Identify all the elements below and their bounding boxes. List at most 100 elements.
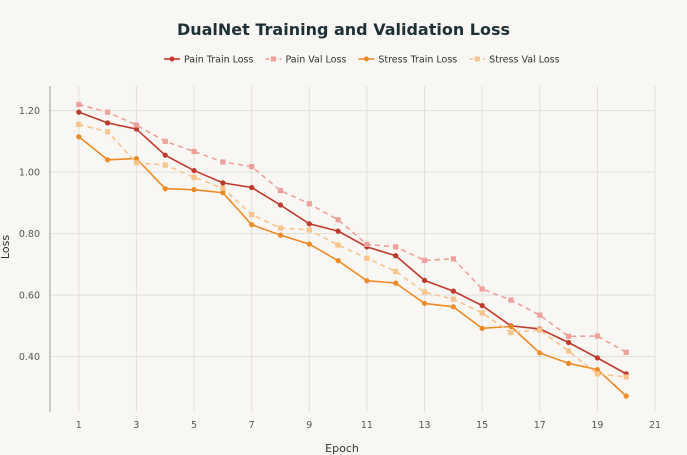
data-point[interactable] <box>277 187 284 194</box>
x-tick-label: 17 <box>534 420 546 431</box>
data-point[interactable] <box>76 109 82 115</box>
series-line <box>78 123 627 378</box>
axes: 1 3 5 7 9 11 13 15 17 19 210.400.600.801.001.20 <box>19 86 661 431</box>
data-point[interactable] <box>479 325 485 331</box>
data-point[interactable] <box>162 186 168 192</box>
data-point[interactable] <box>393 268 399 275</box>
data-point[interactable] <box>393 280 399 286</box>
data-point[interactable] <box>277 225 284 231</box>
data-point[interactable] <box>623 349 629 355</box>
data-point[interactable] <box>565 348 572 354</box>
data-point[interactable] <box>565 339 572 346</box>
data-point[interactable] <box>335 228 341 234</box>
legend-label: Pain Train Loss <box>184 55 254 66</box>
legend-item[interactable]: Stress Val Loss <box>469 55 560 66</box>
data-point[interactable] <box>450 296 456 302</box>
data-point[interactable] <box>191 187 197 193</box>
data-point[interactable] <box>479 286 485 292</box>
data-point[interactable] <box>565 333 572 339</box>
legend-item[interactable]: Pain Train Loss <box>164 55 254 66</box>
x-tick-label: 3 <box>133 420 139 431</box>
data-point[interactable] <box>479 302 485 309</box>
data-point[interactable] <box>76 134 82 140</box>
data-point[interactable] <box>133 122 140 128</box>
data-point[interactable] <box>421 300 428 307</box>
data-point[interactable] <box>421 277 428 283</box>
x-tick-label: 21 <box>649 420 661 431</box>
legend-item[interactable]: Stress Train Loss <box>358 55 457 66</box>
series-line <box>78 136 627 397</box>
data-point[interactable] <box>277 202 284 208</box>
series-line <box>78 111 627 375</box>
data-point[interactable] <box>249 184 255 191</box>
data-point[interactable] <box>76 121 82 128</box>
data-point[interactable] <box>594 355 600 361</box>
data-point[interactable] <box>364 278 370 284</box>
data-point[interactable] <box>594 333 600 339</box>
data-point[interactable] <box>393 253 399 259</box>
y-tick-label: 1.20 <box>19 106 40 117</box>
data-point[interactable] <box>162 152 168 158</box>
data-point[interactable] <box>220 159 226 165</box>
data-point[interactable] <box>537 350 543 356</box>
data-point[interactable] <box>594 366 600 373</box>
data-point[interactable] <box>364 241 370 247</box>
data-point[interactable] <box>479 310 485 316</box>
data-point[interactable] <box>594 371 600 377</box>
data-point[interactable] <box>249 222 255 228</box>
data-point[interactable] <box>508 323 514 330</box>
data-point[interactable] <box>537 312 543 318</box>
legend-marker <box>474 56 480 62</box>
data-point[interactable] <box>249 211 255 218</box>
data-point[interactable] <box>450 256 456 262</box>
data-point[interactable] <box>191 167 197 174</box>
data-point[interactable] <box>105 120 111 126</box>
data-point[interactable] <box>335 242 341 248</box>
x-tick-label: 13 <box>418 420 430 431</box>
data-point[interactable] <box>76 101 82 108</box>
data-point[interactable] <box>306 221 312 227</box>
grid <box>50 86 656 412</box>
data-point[interactable] <box>105 157 111 163</box>
data-point[interactable] <box>162 138 168 144</box>
data-point[interactable] <box>335 258 341 264</box>
data-point[interactable] <box>306 201 312 207</box>
data-point[interactable] <box>565 360 572 367</box>
data-point[interactable] <box>220 190 226 196</box>
data-point[interactable] <box>220 185 226 191</box>
x-tick-label: 15 <box>476 420 488 431</box>
y-axis-label: Loss <box>0 235 12 259</box>
x-tick-label: 9 <box>306 420 312 431</box>
data-point[interactable] <box>162 162 168 168</box>
data-point[interactable] <box>335 217 341 223</box>
data-point[interactable] <box>105 109 111 115</box>
data-point[interactable] <box>421 289 428 295</box>
data-point[interactable] <box>105 129 111 135</box>
legend-item[interactable]: Pain Val Loss <box>265 55 346 66</box>
y-tick-label: 1.00 <box>19 168 40 179</box>
legend-marker <box>169 56 175 62</box>
data-point[interactable] <box>191 148 197 155</box>
data-point[interactable] <box>133 155 140 162</box>
legend-marker <box>270 56 276 62</box>
data-point[interactable] <box>306 241 312 247</box>
data-point[interactable] <box>277 232 284 238</box>
data-point[interactable] <box>364 255 370 261</box>
data-point[interactable] <box>450 304 456 310</box>
data-point[interactable] <box>306 227 312 233</box>
data-point[interactable] <box>450 288 456 294</box>
data-point[interactable] <box>249 163 255 170</box>
data-point[interactable] <box>133 126 140 132</box>
data-point[interactable] <box>220 180 226 186</box>
data-point[interactable] <box>393 244 399 250</box>
data-point[interactable] <box>508 330 514 336</box>
legend-label: Stress Val Loss <box>489 55 559 66</box>
data-point[interactable] <box>421 257 428 263</box>
series-line <box>78 103 627 354</box>
data-point[interactable] <box>623 374 629 380</box>
data-point[interactable] <box>191 174 197 180</box>
data-point[interactable] <box>133 160 140 166</box>
data-point[interactable] <box>537 327 543 333</box>
data-point[interactable] <box>623 393 629 399</box>
data-point[interactable] <box>508 297 514 303</box>
